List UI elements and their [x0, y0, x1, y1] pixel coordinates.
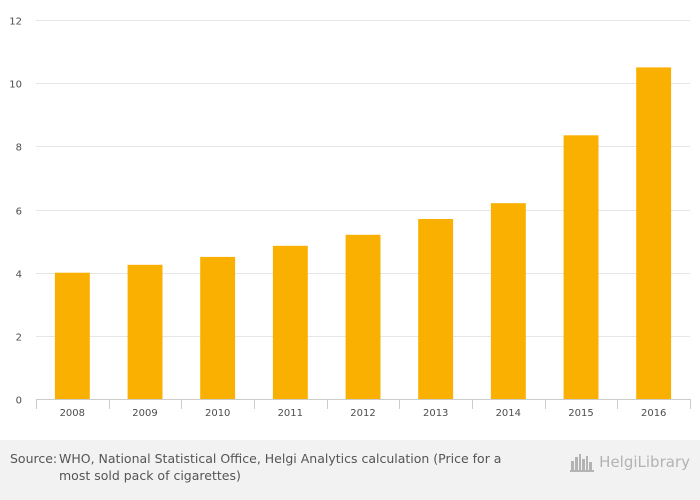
y-tick-label: 8	[16, 143, 22, 154]
bar-2016	[636, 67, 672, 400]
x-tick-label: 2014	[496, 408, 521, 419]
bar-2014	[490, 203, 526, 399]
x-tick-label: 2016	[641, 408, 666, 419]
x-tick-label: 2015	[568, 408, 593, 419]
source-note: Source: WHO, National Statistical Office…	[10, 450, 530, 484]
source-label: Source:	[10, 451, 58, 466]
x-tick-label: 2009	[132, 408, 157, 419]
bar-2015	[563, 135, 599, 400]
brand-name: HelgiLibrary	[599, 453, 690, 471]
y-tick-label: 12	[9, 17, 22, 28]
bar-2009	[127, 264, 163, 399]
bar-2008	[54, 272, 90, 399]
bar-2013	[418, 219, 454, 399]
y-tick-label: 2	[16, 333, 22, 344]
x-tick-label: 2013	[423, 408, 448, 419]
footer: Source: WHO, National Statistical Office…	[0, 440, 700, 500]
y-tick-label: 0	[16, 396, 22, 407]
skyline-icon	[570, 454, 595, 472]
y-tick-label: 6	[16, 207, 22, 218]
brand-logo: HelgiLibrary	[570, 452, 690, 472]
x-tick-label: 2010	[205, 408, 230, 419]
y-axis: 0 2 4 6 8 10 12	[9, 17, 22, 407]
bar-2012	[345, 234, 381, 399]
bar-2010	[200, 256, 236, 399]
source-text: WHO, National Statistical Office, Helgi …	[59, 451, 502, 483]
y-tick-label: 10	[9, 80, 22, 91]
x-tick-label: 2012	[350, 408, 375, 419]
bar-chart: 2008 2009 2010 2011 2012 2013 2014 2015 2016 0 2 4…	[9, 17, 691, 419]
y-tick-label: 4	[16, 270, 22, 281]
x-tick-label: 2011	[278, 408, 303, 419]
bar-2011	[272, 245, 308, 399]
bars	[54, 67, 672, 400]
x-tick-label: 2008	[60, 408, 85, 419]
x-axis: 2008 2009 2010 2011 2012 2013 2014 2015 2016	[36, 399, 691, 419]
